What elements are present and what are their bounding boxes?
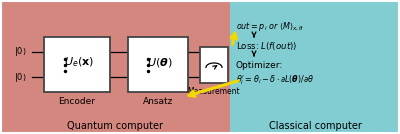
Text: $out = p_i$ or $\langle M \rangle_{x,\theta}$: $out = p_i$ or $\langle M \rangle_{x,\th… xyxy=(236,21,304,33)
FancyBboxPatch shape xyxy=(200,46,228,83)
FancyBboxPatch shape xyxy=(44,37,110,92)
Bar xyxy=(230,0,400,134)
Text: $\theta_i^{\prime} = \theta_i - \delta \cdot \partial L(\boldsymbol{\theta})/\pa: $\theta_i^{\prime} = \theta_i - \delta \… xyxy=(236,73,314,87)
Text: Optimizer:: Optimizer: xyxy=(236,62,283,70)
Text: Encoder: Encoder xyxy=(58,96,96,105)
Text: Ansatz: Ansatz xyxy=(143,96,173,105)
Text: $U_e(\mathbf{x})$: $U_e(\mathbf{x})$ xyxy=(64,56,94,69)
Text: Measurement: Measurement xyxy=(188,87,240,96)
Text: $|0\rangle$: $|0\rangle$ xyxy=(14,70,27,83)
Text: Classical computer: Classical computer xyxy=(268,121,362,131)
Text: Quantum computer: Quantum computer xyxy=(67,121,163,131)
Text: Loss: $L\left(f\left(out\right)\right)$: Loss: $L\left(f\left(out\right)\right)$ xyxy=(236,40,297,52)
Bar xyxy=(0,0,230,134)
Text: $U(\boldsymbol{\theta})$: $U(\boldsymbol{\theta})$ xyxy=(147,56,173,69)
FancyBboxPatch shape xyxy=(128,37,188,92)
Text: $|0\rangle$: $|0\rangle$ xyxy=(14,46,27,59)
